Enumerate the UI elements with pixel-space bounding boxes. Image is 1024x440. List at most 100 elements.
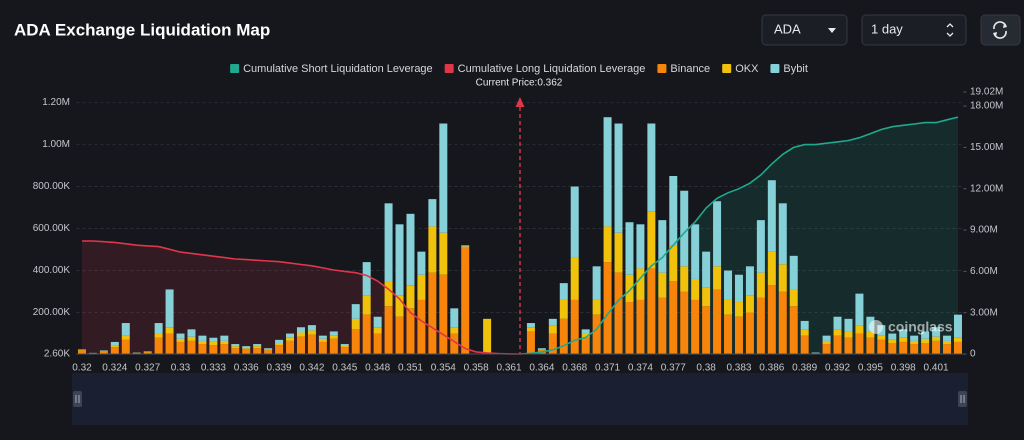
bar-segment (647, 211, 656, 269)
bar-segment (187, 336, 196, 341)
bar-segment (121, 323, 130, 336)
bar-segment (428, 272, 437, 354)
coin-select-box[interactable] (761, 14, 848, 46)
period-select[interactable]: 1 day (861, 14, 967, 46)
bar-segment (702, 306, 711, 354)
legend-label: OKX (735, 63, 759, 75)
bar-segment (899, 329, 908, 338)
bar-segment (242, 349, 251, 354)
x-tick-label: 0.395 (858, 363, 883, 374)
bar-segment (636, 299, 645, 354)
bar-segment (373, 316, 382, 328)
y-tick-label: 1.00M (42, 139, 70, 150)
bar-segment (844, 337, 853, 354)
legend-swatch (722, 64, 732, 73)
bar-segment (603, 226, 612, 263)
bar-segment (110, 347, 119, 354)
bar-segment (636, 224, 645, 269)
bar-segment (296, 327, 305, 333)
bar-segment (669, 176, 678, 246)
bar-segment (713, 289, 722, 354)
bar-segment (943, 344, 952, 354)
slider-handle-right[interactable] (958, 391, 967, 407)
bar-segment (340, 345, 349, 348)
bar-segment (767, 285, 776, 354)
bar-segment (417, 274, 426, 300)
bar-segment (439, 232, 448, 275)
bar-segment (231, 346, 240, 349)
bar-segment (800, 329, 809, 336)
y-tick-label: 1.20M (42, 97, 70, 108)
bar-segment (264, 349, 273, 351)
bar-segment (417, 299, 426, 354)
slider-handle-left[interactable] (73, 391, 82, 407)
bar-segment (833, 316, 842, 330)
spinner-chevrons[interactable] (946, 23, 954, 37)
bar-segment (822, 344, 831, 354)
bar-segment (734, 302, 743, 317)
period-select-value[interactable]: 1 day (871, 21, 903, 36)
bar-segment (800, 335, 809, 354)
x-tick-label: 0.371 (595, 363, 620, 374)
bar-segment (307, 330, 316, 335)
y2-tick-label: 12.00M (970, 183, 1003, 194)
refresh-box[interactable] (980, 14, 1021, 46)
bar-segment (625, 302, 634, 354)
dropdown-caret[interactable] (828, 28, 836, 33)
bar-segment (220, 340, 229, 345)
x-tick-label: 0.401 (924, 363, 949, 374)
bar-segment (953, 314, 962, 338)
bar-segment (340, 344, 349, 346)
x-tick-label: 0.358 (464, 363, 489, 374)
bar-segment (767, 251, 776, 286)
x-tick-label: 0.327 (135, 363, 160, 374)
bar-segment (176, 341, 185, 354)
bar-segment (121, 335, 130, 340)
bar-segment (439, 274, 448, 354)
bar-segment (756, 272, 765, 298)
bar-segment (877, 335, 886, 340)
bar-segment (921, 338, 930, 343)
bar-segment (866, 337, 875, 354)
bar-segment (77, 349, 86, 351)
coin-select[interactable]: ADA (761, 14, 848, 46)
bar-segment (439, 123, 448, 233)
bar-segment (953, 341, 962, 354)
bar-segment (581, 337, 590, 354)
refresh-button[interactable] (980, 14, 1021, 46)
bar-segment (592, 266, 601, 300)
bar-segment (132, 352, 141, 354)
bar-segment (165, 333, 174, 354)
bar-segment (691, 224, 700, 279)
refresh-arrows[interactable] (993, 23, 1007, 37)
x-tick-label: 0.38 (696, 363, 716, 374)
bar-segment (351, 318, 360, 330)
bar-segment (384, 306, 393, 354)
coin-select-value[interactable]: ADA (774, 21, 801, 36)
current-price-label: Current Price:0.362 (476, 78, 563, 89)
bar-segment (275, 345, 284, 354)
bar-segment (362, 295, 371, 315)
bar-segment (910, 340, 919, 345)
x-tick-label: 0.374 (628, 363, 653, 374)
bar-segment (99, 351, 108, 354)
bar-segment (548, 333, 557, 354)
bar-segment (647, 123, 656, 212)
bar-segment (264, 348, 273, 350)
bar-segment (680, 266, 689, 292)
bar-segment (789, 306, 798, 354)
bar-segment (428, 226, 437, 273)
bar-segment (121, 339, 130, 354)
bar-segment (756, 220, 765, 273)
bar-segment (724, 314, 733, 354)
bar-segment (253, 346, 262, 349)
bar-segment (669, 245, 678, 282)
bar-segment (329, 338, 338, 354)
legend-label: Binance (670, 63, 710, 75)
bar-segment (526, 327, 535, 332)
bar-segment (537, 349, 546, 351)
y-tick-label: 600.00K (33, 223, 71, 234)
cumulative-line (519, 116, 959, 355)
period-select-box[interactable] (861, 14, 967, 46)
